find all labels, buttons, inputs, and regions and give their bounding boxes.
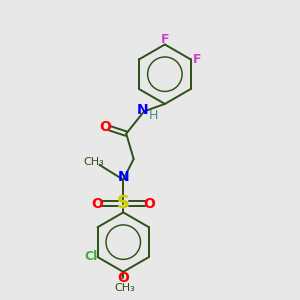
Text: N: N — [137, 103, 148, 117]
Text: CH₃: CH₃ — [84, 158, 104, 167]
Text: F: F — [193, 53, 201, 66]
Text: CH₃: CH₃ — [114, 283, 135, 293]
Text: H: H — [148, 109, 158, 122]
Text: O: O — [91, 196, 103, 211]
Text: Cl: Cl — [84, 250, 98, 263]
Text: F: F — [160, 33, 169, 46]
Text: N: N — [118, 170, 130, 184]
Text: S: S — [117, 194, 130, 212]
Text: O: O — [100, 120, 111, 134]
Text: O: O — [143, 196, 155, 211]
Text: O: O — [117, 272, 129, 285]
